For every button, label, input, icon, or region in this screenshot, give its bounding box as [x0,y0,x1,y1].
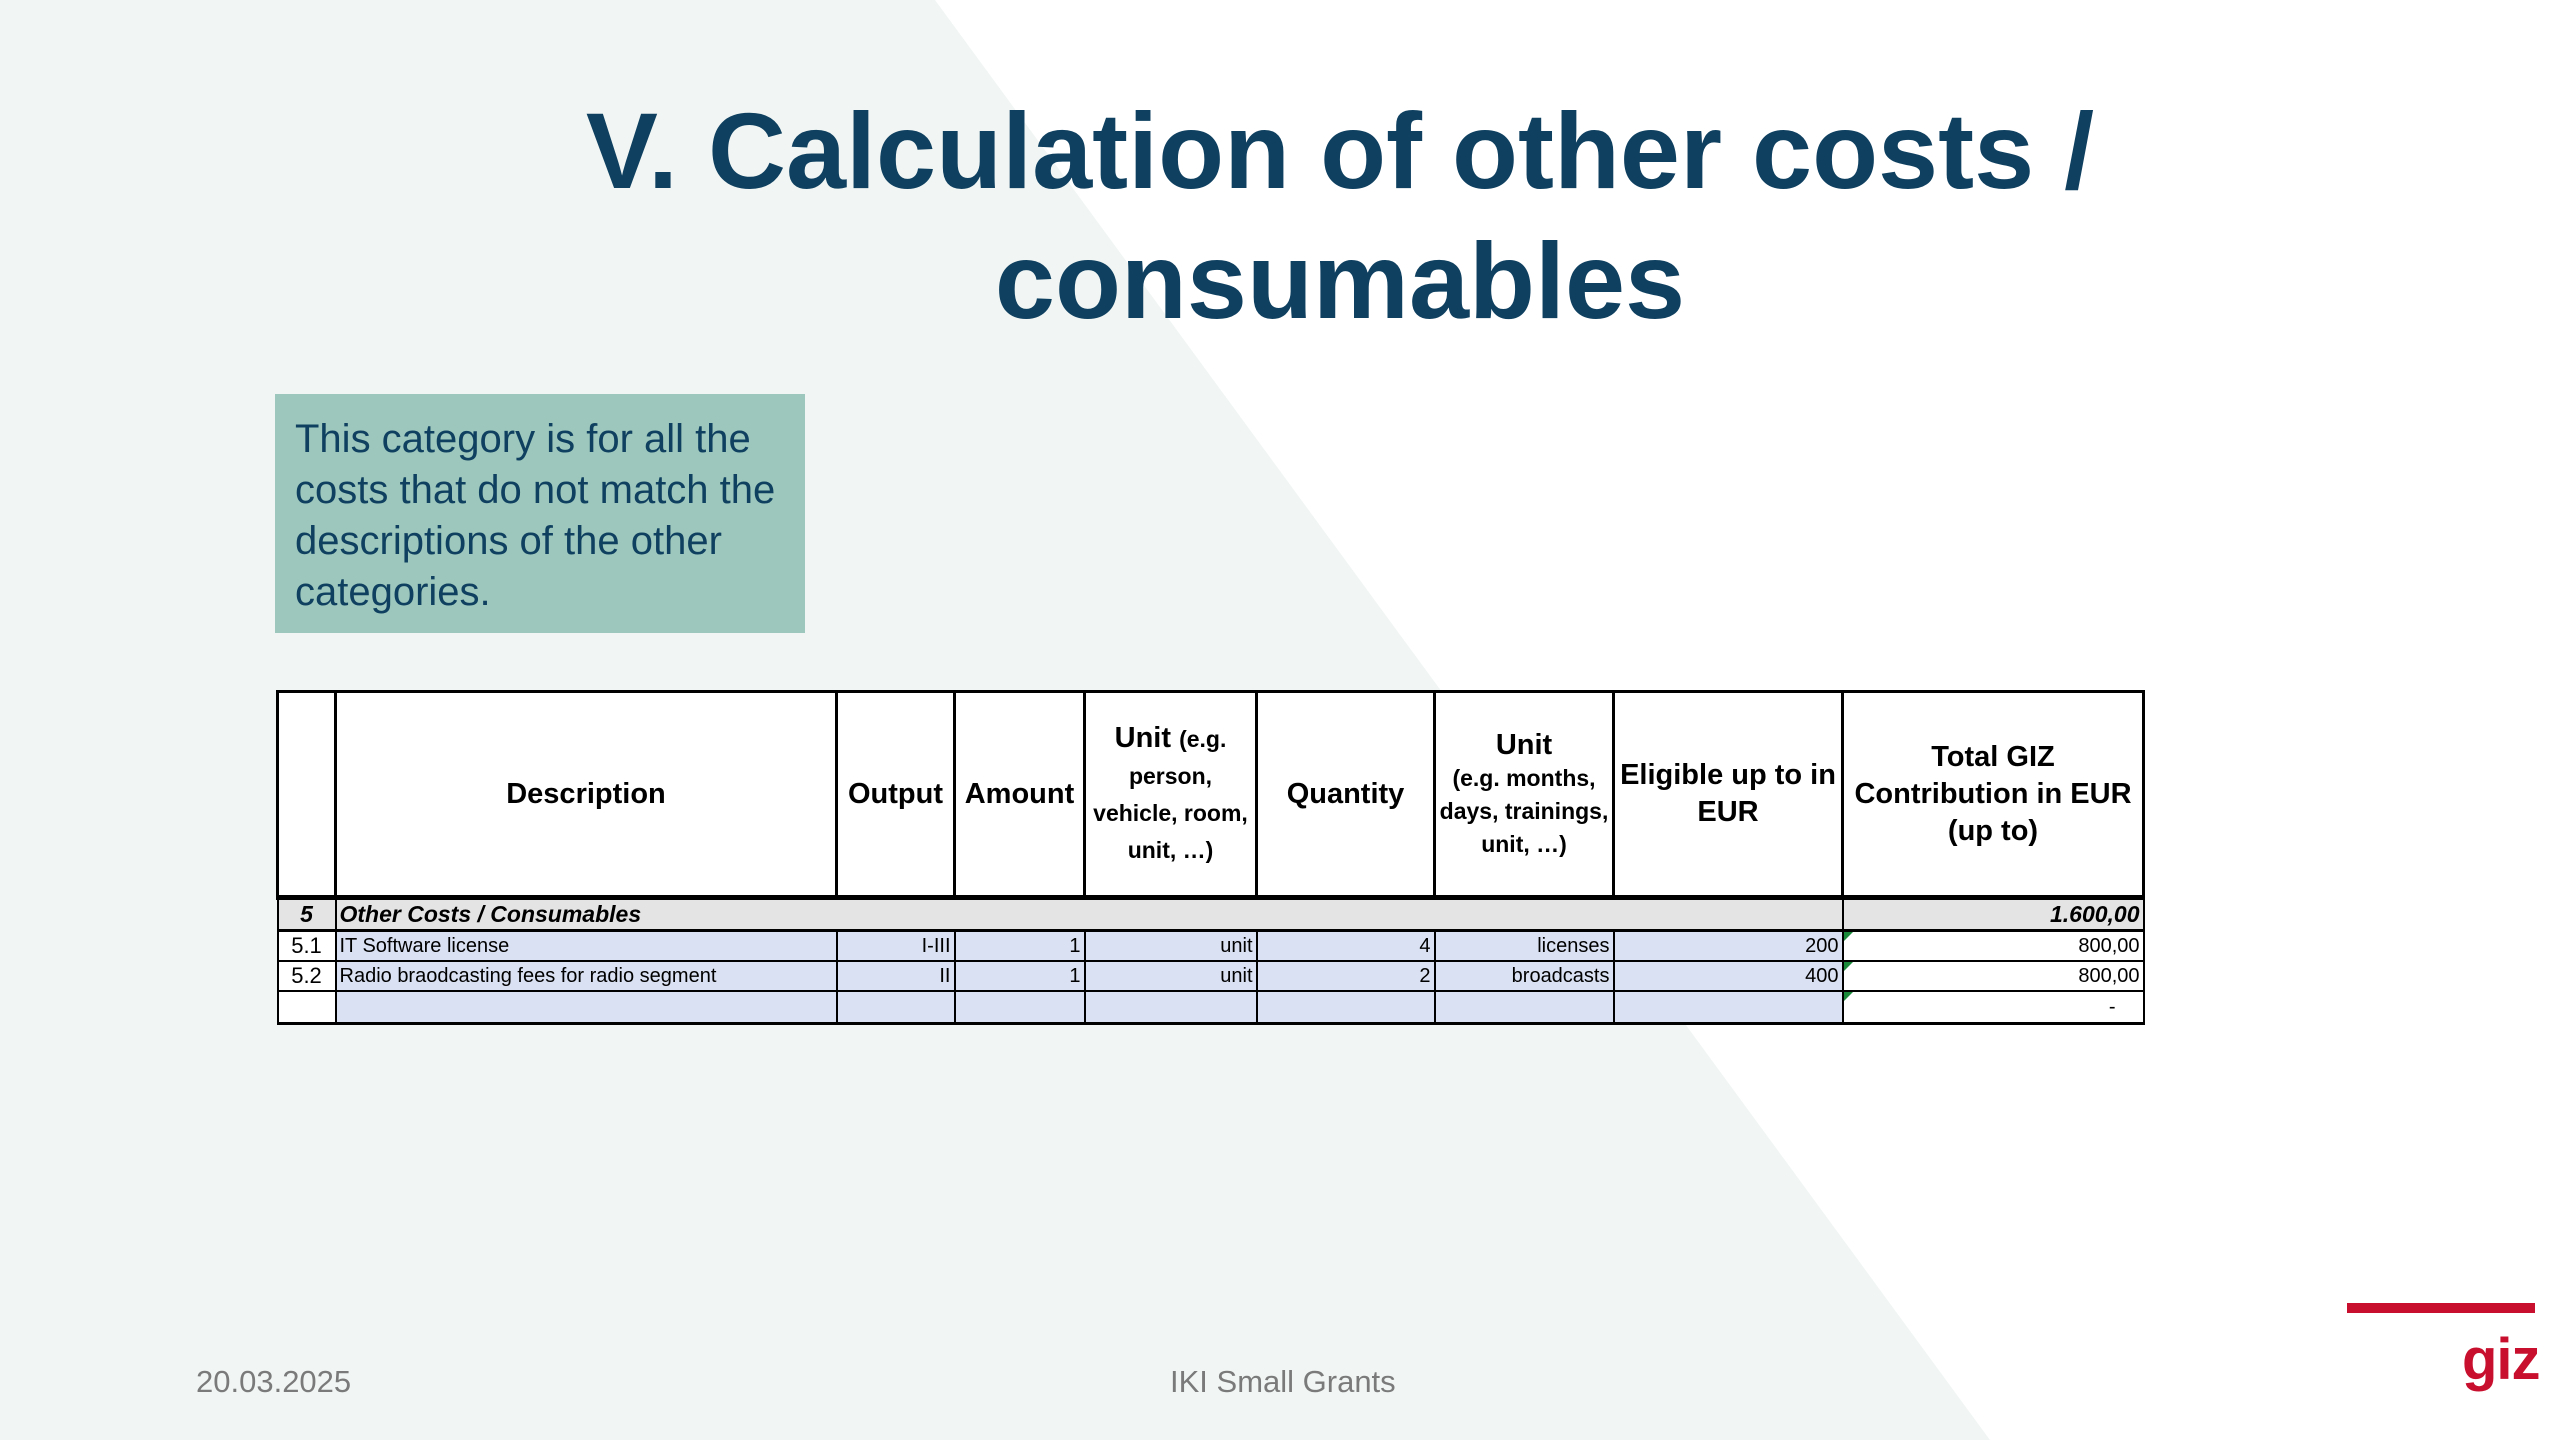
header-unit2-main: Unit [1495,728,1553,761]
row-amount: 1 [953,960,1086,992]
empty-total-value: - [2108,995,2116,1018]
header-unit-sub: (e.g. person, vehicle, room, unit, …) [1093,726,1248,863]
title-line-1: V. Calculation of other costs / [585,90,2095,211]
header-unit2: Unit (e.g. months, days, trainings, unit… [1433,690,1615,899]
row-output: II [835,960,956,992]
summary-total: 1.600,00 [1841,895,2145,932]
header-eligible: Eligible up to in EUR [1612,690,1844,899]
row-unit: unit [1083,960,1258,992]
giz-logo-bar [2347,1303,2535,1313]
row-output: I-III [835,929,956,962]
header-unit: Unit (e.g. person, vehicle, room, unit, … [1083,690,1258,899]
header-amount: Amount [953,690,1086,899]
table-row: 5.1 IT Software license I-III 1 unit 4 l… [276,929,2145,962]
empty-total: - [1841,990,2145,1025]
row-description: Radio braodcasting fees for radio segmen… [334,960,838,992]
page-title: V. Calculation of other costs / consumab… [430,86,2250,346]
table-row-empty: - [276,990,2145,1025]
row-number: 5.1 [276,929,337,962]
empty-description [334,990,838,1025]
header-quantity: Quantity [1255,690,1436,899]
empty-unit2 [1433,990,1615,1025]
header-total: Total GIZ Contribution in EUR (up to) [1841,690,2145,899]
giz-logo: giz [2462,1327,2541,1392]
summary-label: Other Costs / Consumables [334,895,1844,932]
row-total: 800,00 [1841,960,2145,992]
summary-row: 5 Other Costs / Consumables 1.600,00 [276,895,2145,932]
row-unit: unit [1083,929,1258,962]
row-unit2: broadcasts [1433,960,1615,992]
empty-unit [1083,990,1258,1025]
row-description: IT Software license [334,929,838,962]
row-quantity: 2 [1255,960,1436,992]
row-eligible: 200 [1612,929,1844,962]
header-unit2-sub: (e.g. months, days, trainings, unit, …) [1439,764,1609,857]
title-line-2: consumables [994,220,1686,341]
empty-number [276,990,337,1025]
footer-date: 20.03.2025 [196,1364,352,1399]
empty-output [835,990,956,1025]
row-amount: 1 [953,929,1086,962]
header-number [276,690,337,899]
row-number: 5.2 [276,960,337,992]
table-row: 5.2 Radio braodcasting fees for radio se… [276,960,2145,992]
row-eligible: 400 [1612,960,1844,992]
row-quantity: 4 [1255,929,1436,962]
info-box-text: This category is for all the costs that … [295,417,776,614]
table-header-row: Description Output Amount Unit (e.g. per… [276,690,2145,899]
header-unit-main: Unit [1114,722,1172,754]
empty-eligible [1612,990,1844,1025]
header-output: Output [835,690,956,899]
empty-quantity [1255,990,1436,1025]
category-info-box: This category is for all the costs that … [275,394,805,633]
header-description: Description [334,690,838,899]
empty-amount [953,990,1086,1025]
footer-title: IKI Small Grants [1170,1364,1396,1399]
row-unit2: licenses [1433,929,1615,962]
row-total: 800,00 [1841,929,2145,962]
summary-number: 5 [276,895,337,932]
cost-calculation-table: Description Output Amount Unit (e.g. per… [276,690,2145,1025]
